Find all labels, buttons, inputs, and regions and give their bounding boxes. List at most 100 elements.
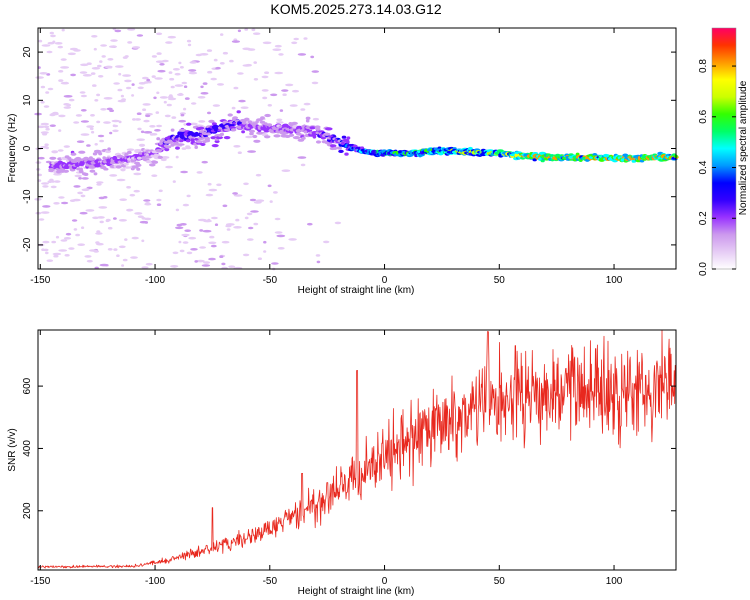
noise-cell xyxy=(50,185,57,189)
spectrogram-cell xyxy=(215,136,223,140)
spectrogram-cell xyxy=(344,152,349,156)
noise-cell xyxy=(75,114,82,117)
noise-cell xyxy=(53,254,59,258)
noise-cell xyxy=(81,177,89,180)
noise-cell xyxy=(271,262,279,265)
noise-cell xyxy=(188,71,198,75)
spectrogram-cell xyxy=(341,135,347,139)
noise-cell xyxy=(161,59,169,63)
noise-cell xyxy=(107,58,114,61)
noise-cell xyxy=(208,188,218,192)
noise-cell xyxy=(274,217,281,221)
noise-cell xyxy=(38,156,45,160)
spectrogram-x-label: Height of straight line (km) xyxy=(298,285,415,296)
noise-cell xyxy=(50,34,56,38)
noise-cell xyxy=(196,171,203,174)
colorbar-label: Normalized spectral amplitude xyxy=(738,80,749,215)
noise-cell xyxy=(188,69,197,72)
spectrogram-cell xyxy=(83,156,90,160)
noise-cell xyxy=(133,189,140,193)
spectrogram-cell xyxy=(136,167,141,171)
noise-cell xyxy=(96,181,104,184)
noise-cell xyxy=(179,66,184,69)
noise-cell xyxy=(124,238,128,241)
x-tick-label: 50 xyxy=(494,275,506,286)
noise-cell xyxy=(303,37,308,40)
noise-cell xyxy=(63,95,73,98)
noise-cell xyxy=(129,193,136,197)
noise-cell xyxy=(246,212,253,216)
noise-cell xyxy=(52,252,62,256)
x-tick-label: -150 xyxy=(30,576,50,587)
noise-cell xyxy=(72,198,81,202)
noise-cell xyxy=(53,202,60,205)
colorbar: 0.0 0.2 0.4 0.6 0.8 Normalized spectral ampl… xyxy=(698,27,749,276)
noise-cell xyxy=(186,194,191,198)
spectrogram-cell xyxy=(56,170,62,174)
noise-cell xyxy=(100,44,107,47)
spectrogram-cell xyxy=(51,150,59,154)
spectrogram-cell xyxy=(136,156,142,160)
noise-cell xyxy=(235,218,240,222)
spectrogram-cell xyxy=(88,165,97,169)
noise-cell xyxy=(315,254,321,257)
noise-cell xyxy=(117,88,123,92)
noise-cell xyxy=(207,70,213,74)
noise-cell xyxy=(187,43,192,47)
noise-cell xyxy=(103,121,111,124)
noise-cell xyxy=(112,124,119,128)
noise-cell xyxy=(122,74,131,77)
noise-cell xyxy=(269,200,273,203)
noise-cell xyxy=(261,89,269,92)
noise-cell xyxy=(134,118,141,121)
noise-cell xyxy=(257,257,262,261)
noise-cell xyxy=(54,180,61,183)
noise-cell xyxy=(311,81,319,85)
noise-cell xyxy=(231,40,240,43)
spectrogram-cell xyxy=(247,120,253,124)
noise-cell xyxy=(77,243,85,246)
noise-cell xyxy=(40,211,50,214)
spectrogram-cell xyxy=(78,150,86,154)
noise-cell xyxy=(118,72,122,76)
noise-cell xyxy=(200,92,209,95)
colorbar-gradient xyxy=(711,27,737,270)
noise-cell xyxy=(68,98,75,102)
noise-cell xyxy=(219,62,225,65)
noise-cell xyxy=(207,182,212,186)
noise-cell xyxy=(132,118,136,121)
noise-cell xyxy=(99,220,104,224)
spectrogram-cell xyxy=(155,149,163,153)
noise-cell xyxy=(109,45,117,48)
spectrogram-cell xyxy=(104,149,112,154)
noise-cell xyxy=(121,264,125,267)
noise-cell xyxy=(64,254,70,257)
spectrogram-cell xyxy=(205,132,211,136)
noise-cell xyxy=(60,239,68,242)
noise-cell xyxy=(263,240,267,244)
noise-cell xyxy=(216,183,222,187)
x-tick-label: -50 xyxy=(263,275,278,286)
noise-cell xyxy=(97,64,102,68)
noise-cell xyxy=(300,163,306,167)
noise-cell xyxy=(249,198,257,202)
noise-cell xyxy=(205,193,214,197)
spectrogram-cell xyxy=(312,134,317,139)
noise-cell xyxy=(237,72,244,75)
noise-cell xyxy=(242,64,252,67)
spectrogram-cell xyxy=(338,149,344,153)
spectrogram-x-ticks: -150 -100 -50 0 50 100 xyxy=(30,28,623,286)
noise-cell xyxy=(183,85,188,88)
spectrogram-cell xyxy=(197,126,205,130)
noise-cell xyxy=(136,112,142,115)
noise-cell xyxy=(73,185,81,188)
noise-cell xyxy=(145,202,151,205)
spectrogram-cell xyxy=(223,136,231,140)
noise-cell xyxy=(89,249,98,252)
noise-cell xyxy=(58,249,68,252)
noise-cell xyxy=(86,259,93,263)
noise-cell xyxy=(132,46,141,49)
snr-y-label: SNR (v/v) xyxy=(7,428,18,471)
noise-cell xyxy=(137,127,142,131)
